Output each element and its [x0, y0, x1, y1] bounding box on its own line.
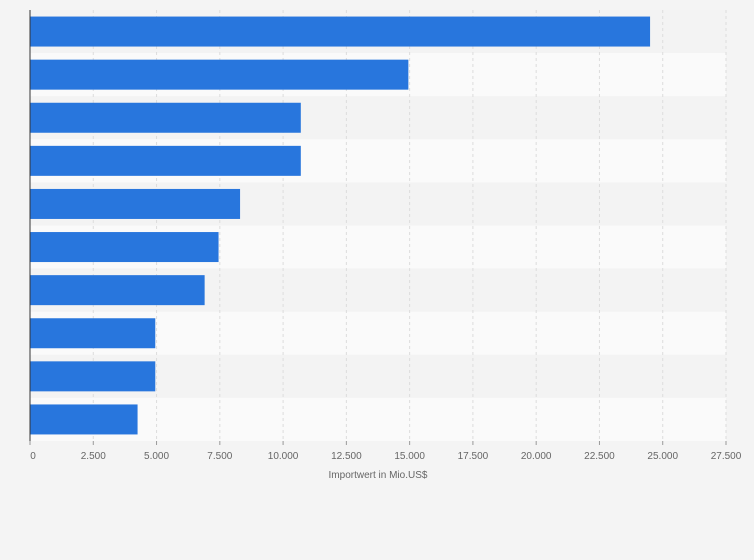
x-tick-labels: 0 2.500 5.000 7.500 10.000 12.500 15.000 17.500…: [29, 441, 742, 462]
bars: [30, 16, 651, 435]
x-axis-title: Importwert in Mio.US$: [329, 470, 428, 481]
bar[interactable]: [30, 361, 156, 392]
bar[interactable]: [30, 275, 205, 306]
x-tick-label: 22.500: [584, 451, 615, 462]
bar[interactable]: [30, 102, 301, 133]
x-tick-label: 15.000: [394, 451, 425, 462]
x-tick-label: 20.000: [521, 451, 552, 462]
x-tick-label: 0: [30, 451, 36, 462]
bar[interactable]: [30, 145, 301, 176]
bar[interactable]: [30, 59, 409, 90]
bar[interactable]: [30, 404, 138, 435]
bar[interactable]: [30, 318, 156, 349]
bar[interactable]: [30, 188, 241, 219]
x-tick-label: 7.500: [207, 451, 232, 462]
x-tick-label: 10.000: [268, 451, 299, 462]
x-tick-label: 25.000: [647, 451, 678, 462]
x-tick-label: 2.500: [81, 451, 106, 462]
x-tick-label: 5.000: [144, 451, 169, 462]
row-band: [30, 397, 726, 441]
x-tick-label: 27.500: [711, 451, 742, 462]
bar[interactable]: [30, 16, 651, 47]
bar[interactable]: [30, 232, 219, 263]
x-tick-label: 12.500: [331, 451, 362, 462]
x-tick-label: 17.500: [458, 451, 489, 462]
